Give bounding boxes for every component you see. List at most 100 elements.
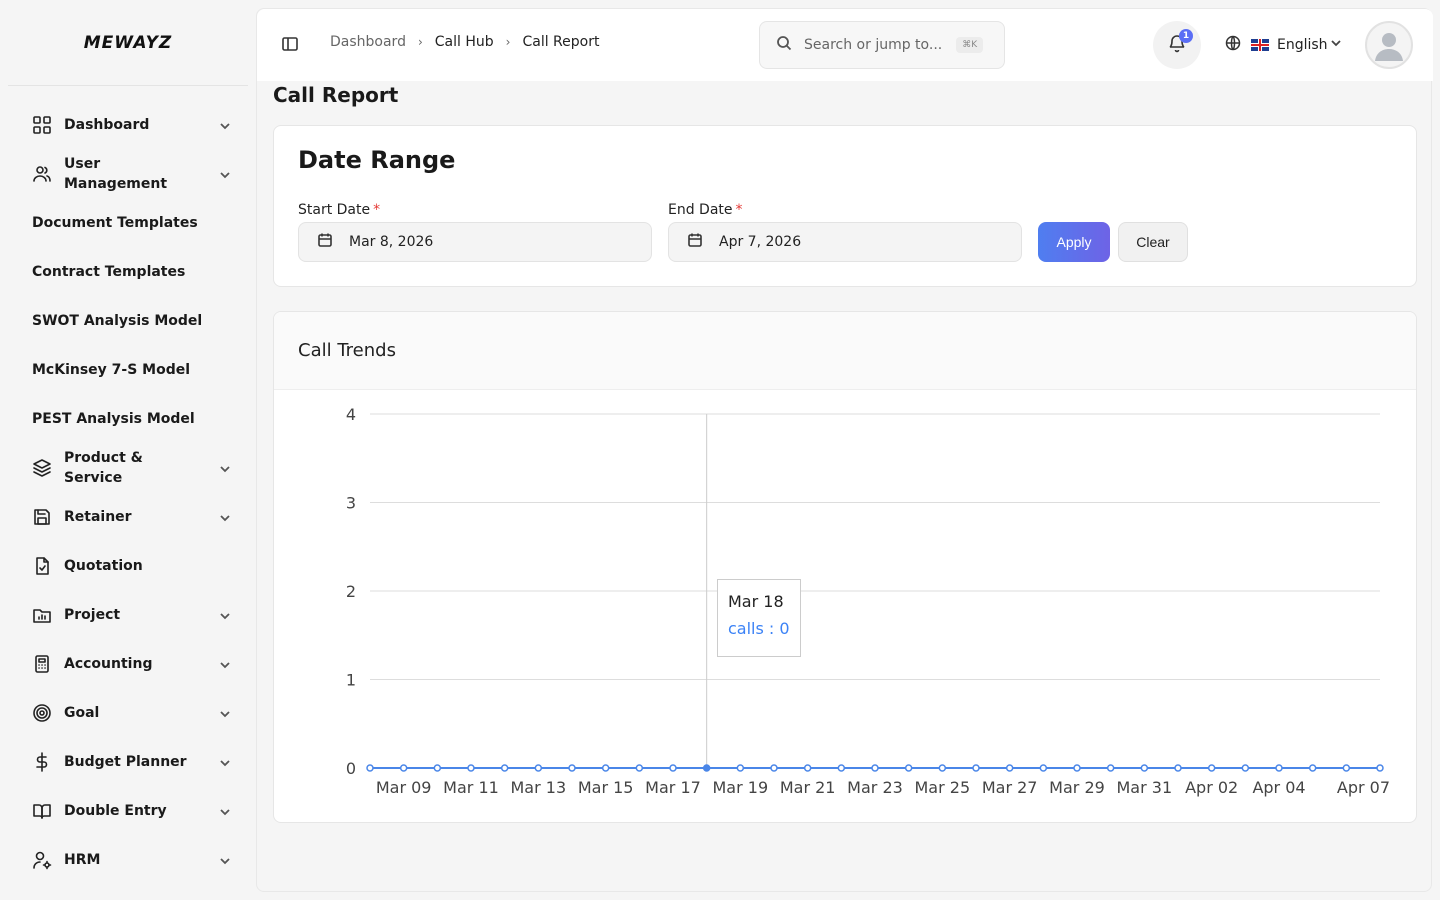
breadcrumb-call-hub[interactable]: Call Hub [434, 34, 494, 50]
users-icon [32, 164, 52, 184]
sidebar-item-double-entry[interactable]: Double Entry [0, 786, 256, 835]
chevron-down-icon [1328, 37, 1342, 53]
sidebar-item-retainer[interactable]: Retainer [0, 492, 256, 541]
language-label: English [1277, 37, 1328, 53]
uk-flag-icon [1251, 39, 1269, 51]
start-date-label: Start Date * [298, 202, 380, 218]
x-tick-label: Mar 29 [1049, 778, 1105, 797]
data-point [635, 764, 644, 772]
save-icon [32, 507, 52, 527]
data-point [1174, 764, 1182, 772]
sidebar-item-label: Project [64, 606, 121, 623]
breadcrumb-current: Call Report [522, 34, 600, 50]
date-range-heading: Date Range [298, 146, 456, 174]
chevron-right-icon: › [505, 35, 511, 49]
user-cog-icon [32, 850, 52, 870]
calculator-icon [32, 654, 52, 674]
data-point [534, 764, 543, 772]
sidebar-item-label: Accounting [64, 655, 153, 672]
tooltip-date: Mar 18 [728, 592, 784, 611]
calendar-icon [317, 232, 349, 252]
chevron-down-icon [218, 608, 232, 622]
avatar[interactable] [1365, 21, 1413, 69]
sidebar-item-accounting[interactable]: Accounting [0, 639, 256, 688]
x-tick-label: Mar 11 [443, 778, 499, 797]
data-point [1275, 764, 1283, 772]
x-tick-label: Mar 21 [780, 778, 836, 797]
sidebar-item-product-service[interactable]: Product & Service [0, 443, 256, 492]
data-point [702, 764, 711, 772]
required-mark: * [735, 202, 743, 218]
data-point [1039, 764, 1048, 772]
sidebar-item-label: Goal [64, 704, 100, 721]
sidebar-item-contract-templates[interactable]: Contract Templates [0, 247, 256, 296]
sidebar-item-label: Document Templates [32, 214, 198, 231]
date-range-card: Date Range Start Date * Mar 8, 2026 End D… [273, 125, 1417, 287]
target-icon [32, 703, 52, 723]
topbar: Dashboard › Call Hub › Call Report Searc… [257, 9, 1433, 81]
sidebar-item-dashboard[interactable]: Dashboard [0, 100, 256, 149]
x-tick-label: Apr 04 [1252, 778, 1305, 797]
sidebar-item-swot[interactable]: SWOT Analysis Model [0, 296, 256, 345]
breadcrumb: Dashboard › Call Hub › Call Report [330, 34, 599, 50]
sidebar-item-budget-planner[interactable]: Budget Planner [0, 737, 256, 786]
chart-header: Call Trends [274, 312, 1416, 390]
sidebar-item-pest[interactable]: PEST Analysis Model [0, 394, 256, 443]
call-trends-chart: 0 1 2 3 4 Mar 09 Mar 11 Mar 13 Mar 15 Mar 17 Mar 1… [346, 405, 1390, 797]
data-point [1106, 764, 1115, 772]
x-tick-label: Mar 13 [511, 778, 567, 797]
folder-chart-icon [32, 605, 52, 625]
logo-text: MEWAYZ [83, 32, 173, 53]
data-point [568, 764, 576, 772]
sidebar-item-label: HRM [64, 851, 101, 868]
start-date-field[interactable]: Mar 8, 2026 [298, 222, 652, 262]
search-icon [776, 35, 792, 55]
sidebar-item-mckinsey[interactable]: McKinsey 7-S Model [0, 345, 256, 394]
sidebar-item-label: Contract Templates [32, 263, 186, 280]
page-title: Call Report [273, 83, 399, 107]
data-point [669, 764, 677, 772]
sidebar-item-user-management[interactable]: User Management [0, 149, 256, 198]
x-tick-label: Apr 02 [1185, 778, 1238, 797]
language-selector[interactable]: English [1225, 35, 1342, 55]
sidebar-item-goal[interactable]: Goal [0, 688, 256, 737]
data-point [433, 764, 442, 772]
end-date-field[interactable]: Apr 7, 2026 [668, 222, 1022, 262]
sidebar-item-quotation[interactable]: Quotation [0, 541, 256, 590]
sidebar-item-label: User Management [64, 155, 168, 192]
data-point [399, 764, 408, 772]
y-tick-label: 4 [346, 405, 356, 424]
x-tick-label: Mar 31 [1117, 778, 1173, 797]
sidebar: MEWAYZ Dashboard User Management Documen… [0, 0, 256, 900]
chevron-down-icon [218, 657, 232, 671]
data-point [500, 764, 509, 772]
data-point [972, 764, 980, 772]
search-input[interactable]: Search or jump to... ⌘K [759, 21, 1005, 69]
y-tick-label: 2 [346, 582, 356, 601]
x-tick-label: Mar 19 [713, 778, 769, 797]
sidebar-toggle-icon[interactable] [281, 35, 301, 55]
notification-badge: 1 [1179, 29, 1193, 43]
start-date-label-text: Start Date [298, 202, 371, 218]
chevron-down-icon [218, 118, 232, 132]
apply-button[interactable]: Apply [1038, 222, 1110, 262]
data-point [904, 764, 913, 772]
data-point [1308, 764, 1317, 772]
sidebar-item-document-templates[interactable]: Document Templates [0, 198, 256, 247]
y-tick-label: 0 [346, 759, 356, 778]
x-tick-label: Mar 27 [982, 778, 1038, 797]
clear-button[interactable]: Clear [1118, 222, 1188, 262]
sidebar-item-hrm[interactable]: HRM [0, 835, 256, 884]
tooltip-value: calls : 0 [728, 619, 790, 638]
sidebar-item-label: Quotation [64, 557, 143, 574]
breadcrumb-dashboard[interactable]: Dashboard [330, 34, 406, 50]
data-point [1207, 764, 1216, 772]
start-date-value: Mar 8, 2026 [349, 234, 434, 250]
notifications-button[interactable]: 1 [1153, 21, 1201, 69]
chevron-down-icon [218, 706, 232, 720]
logo[interactable]: MEWAYZ [8, 0, 248, 86]
sidebar-item-project[interactable]: Project [0, 590, 256, 639]
call-trends-card: Call Trends 0 1 2 3 4 Mar 09 Mar 11 Mar 13 Mar 1… [273, 311, 1417, 823]
x-tick-label: Mar 25 [915, 778, 971, 797]
main-content: Dashboard › Call Hub › Call Report Searc… [256, 8, 1433, 892]
